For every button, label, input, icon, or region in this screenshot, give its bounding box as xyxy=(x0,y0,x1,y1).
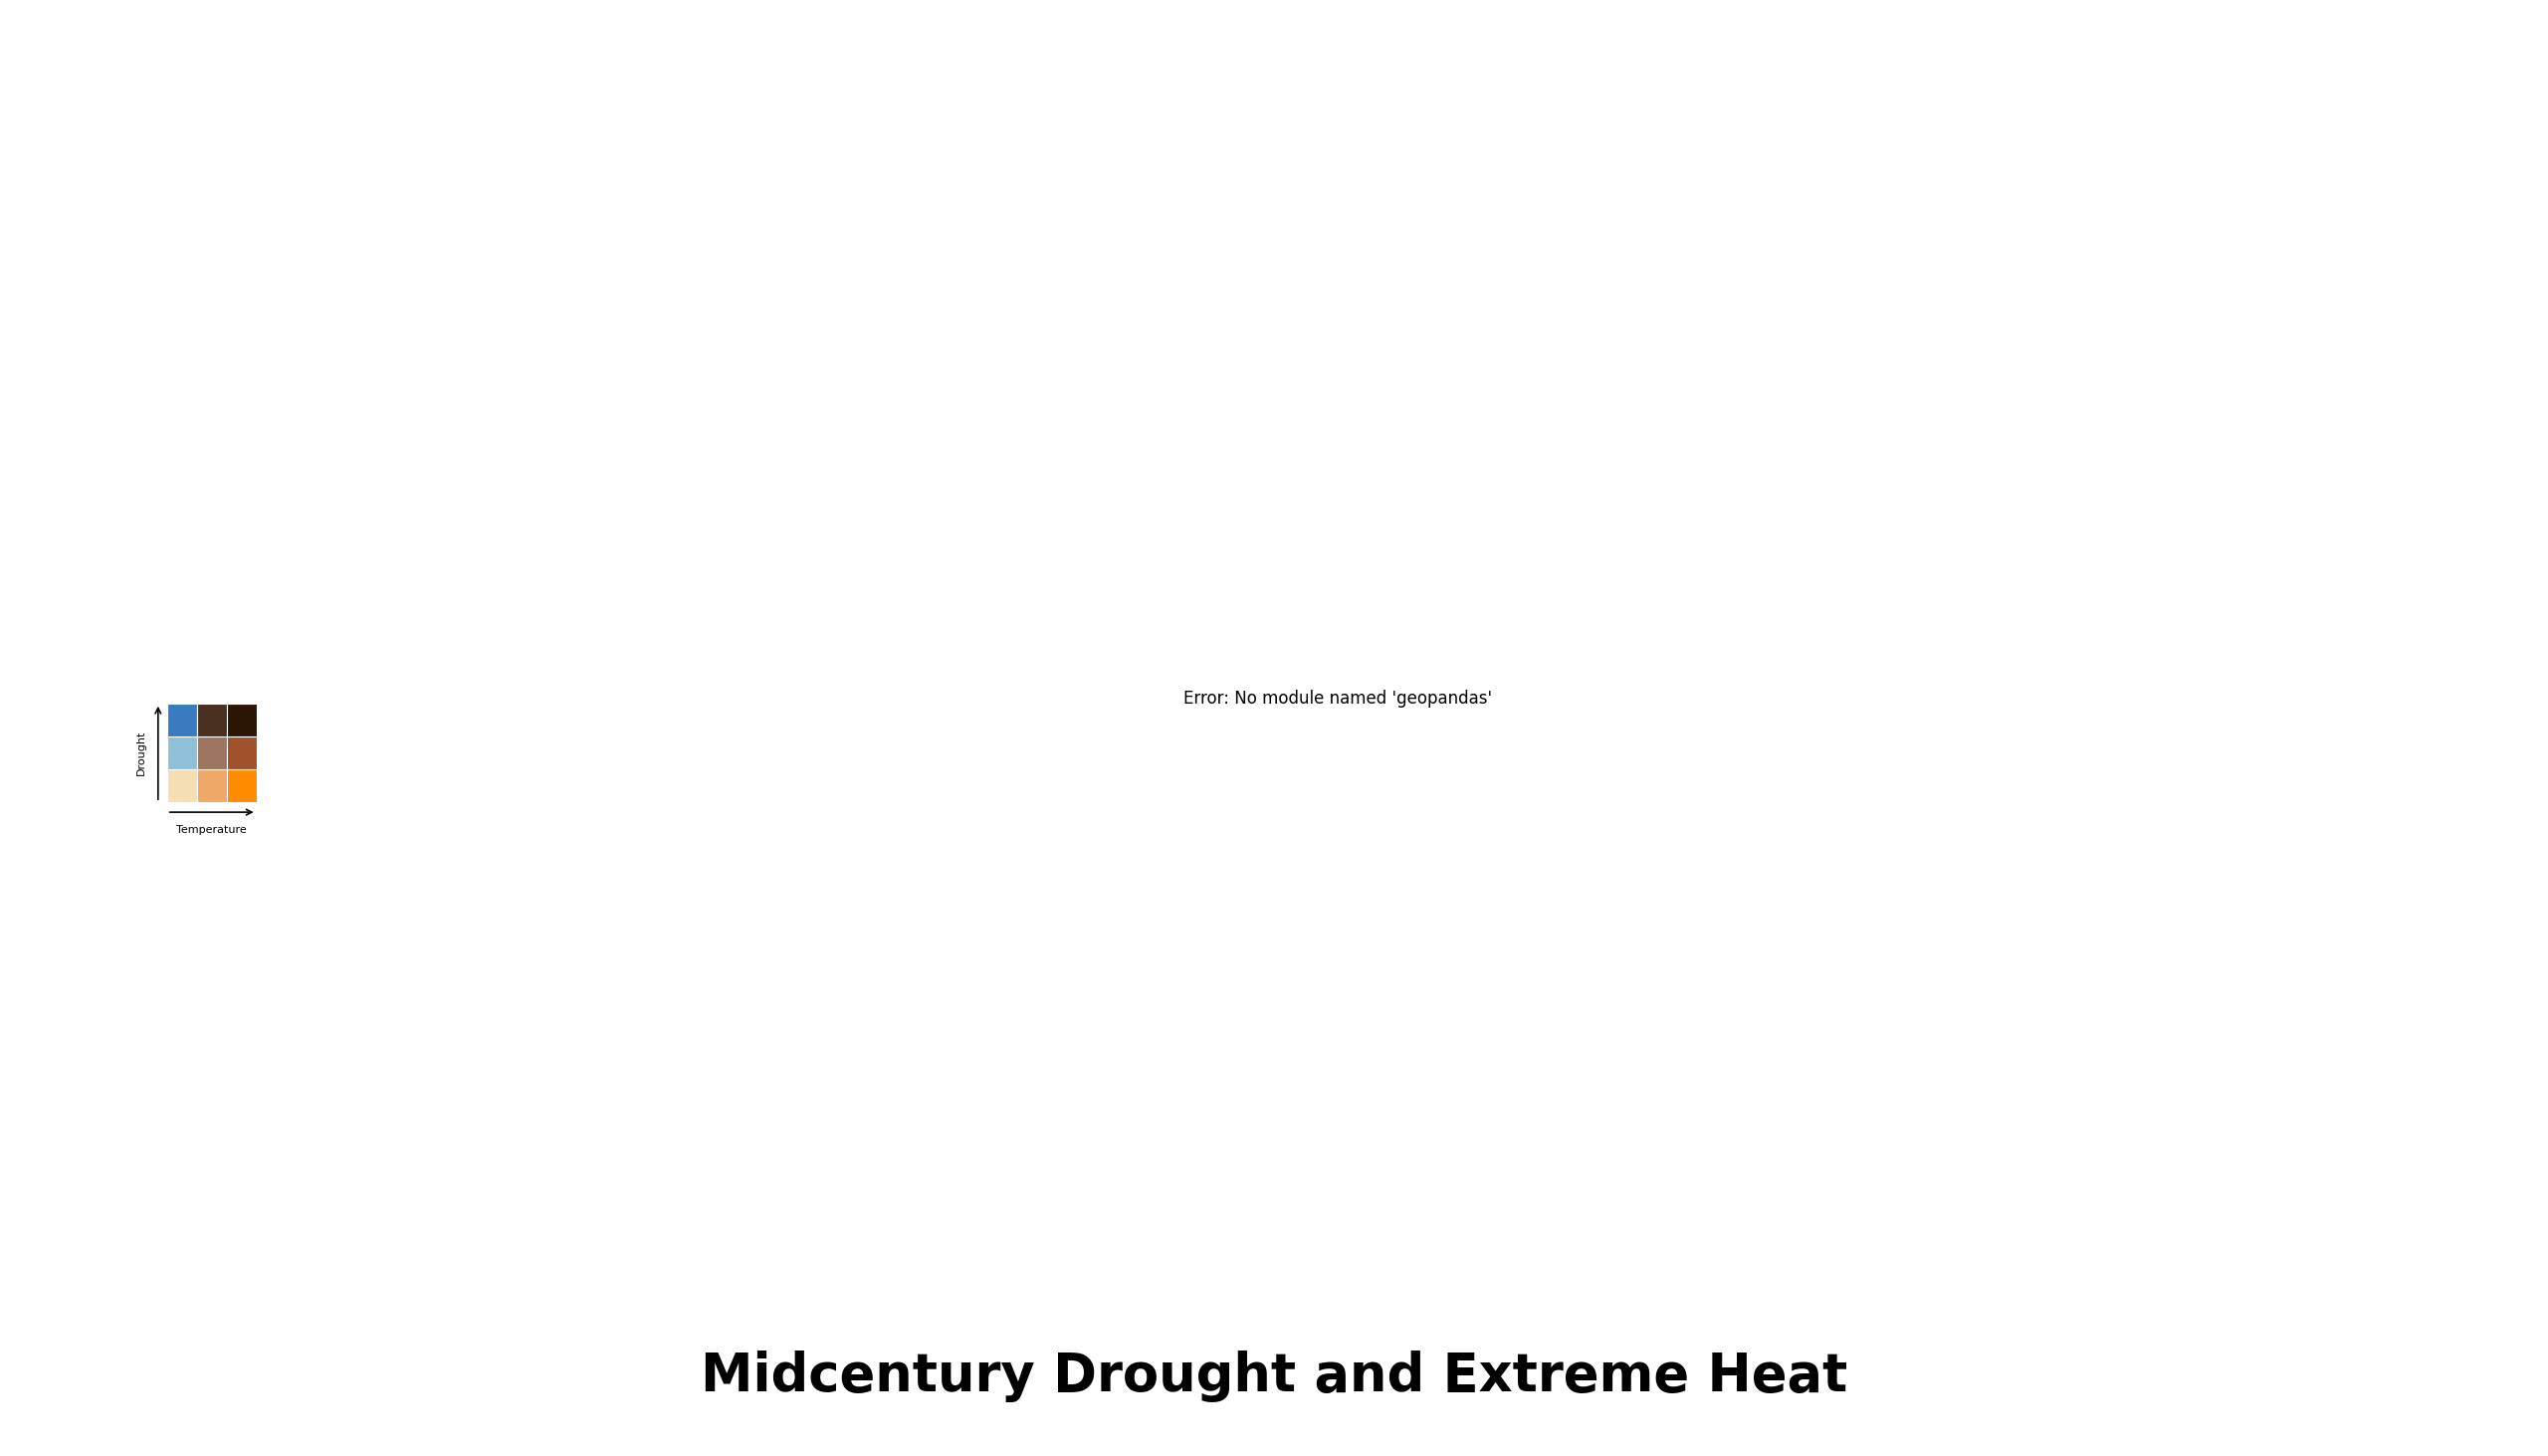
Bar xyxy=(168,703,196,737)
Bar xyxy=(168,737,196,769)
Text: Drought: Drought xyxy=(135,731,145,776)
Text: Temperature: Temperature xyxy=(176,826,247,836)
Bar xyxy=(196,703,227,737)
Bar xyxy=(196,737,227,769)
Text: Error: No module named 'geopandas': Error: No module named 'geopandas' xyxy=(1182,690,1493,708)
Bar xyxy=(227,703,257,737)
Text: Midcentury Drought and Extreme Heat: Midcentury Drought and Extreme Heat xyxy=(701,1350,1847,1402)
Bar xyxy=(227,769,257,802)
Bar xyxy=(168,769,196,802)
Bar xyxy=(227,737,257,769)
Bar xyxy=(196,769,227,802)
